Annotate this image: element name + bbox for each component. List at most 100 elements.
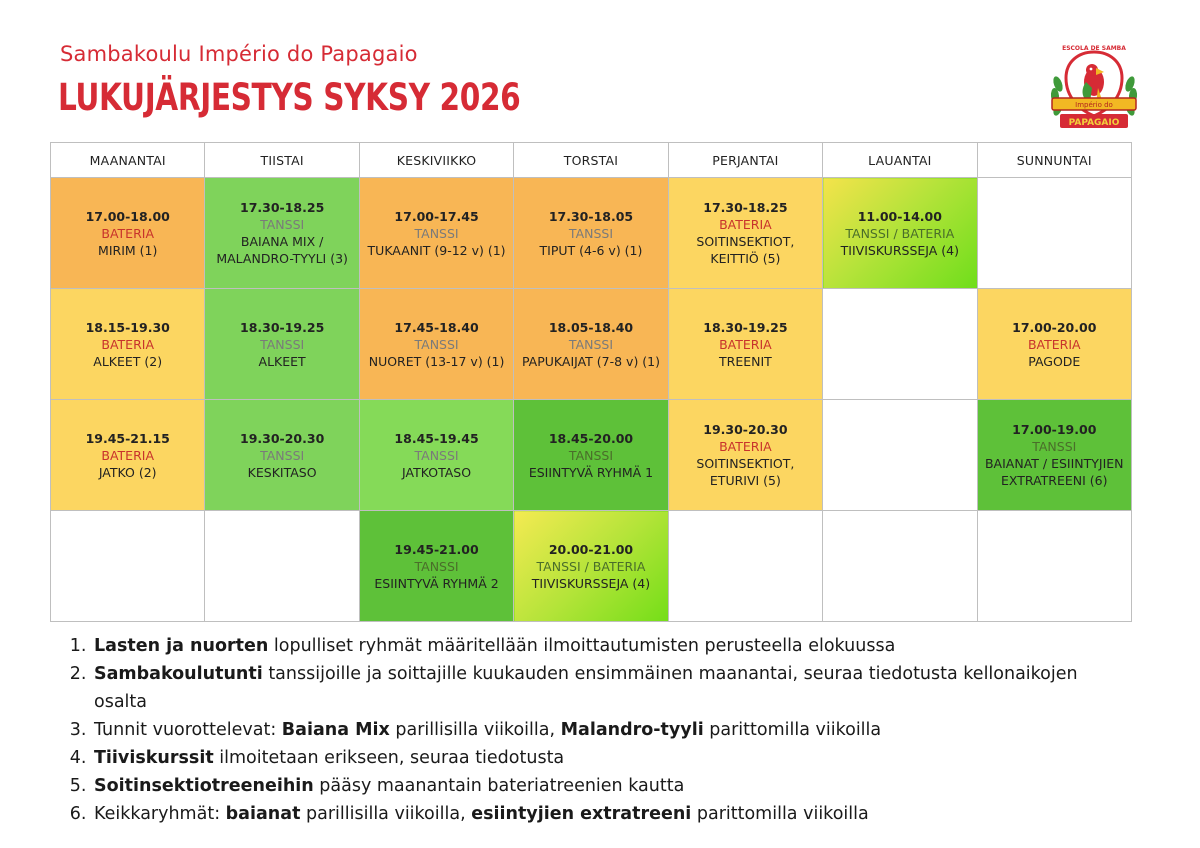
slot-type: BATERIA [101, 225, 155, 241]
note-bold-text: Lasten ja nuorten [94, 636, 269, 656]
slot-type: BATERIA [1027, 336, 1081, 352]
note-item: Sambakoulutunti tanssijoille ja soittaji… [92, 660, 1092, 716]
note-text: parittomilla viikoilla [691, 804, 869, 824]
note-text: parillisilla viikoilla, [300, 804, 472, 824]
slot-description: TIIVISKURSSEJA (4) [840, 242, 959, 258]
slot-type: TANSSI [568, 225, 614, 241]
note-text: ilmoitetaan erikseen, seuraa tiedotusta [213, 748, 565, 768]
class-slot: 19.45-21.00 TANSSI ESIINTYVÄ RYHMÄ 2 [358, 510, 515, 622]
notes-list: Lasten ja nuorten lopulliset ryhmät määr… [52, 632, 1092, 828]
slot-type: TANSSI [414, 225, 459, 241]
timetable-body: 17.00-18.00 BATERIA MIRIM (1) 17.30-18.25 TA… [49, 177, 1133, 622]
class-slot: 17.00-20.00 BATERIA PAGODE [976, 288, 1133, 400]
slot-description: ESIINTYVÄ RYHMÄ 2 [374, 575, 499, 591]
slot-description: JATKOTASO [402, 464, 472, 480]
class-slot: 11.00-14.00 TANSSI / BATERIA TIIVISKURSSEJ… [822, 177, 978, 289]
note-item: Lasten ja nuorten lopulliset ryhmät määr… [92, 632, 1092, 660]
slot-description: BAIANAT / ESIINTYJIEN EXTRATREENI (6) [984, 456, 1124, 488]
note-bold-text: Soitinsektiotreeneihin [94, 776, 314, 796]
day-header-torstai: TORSTAI [513, 142, 669, 178]
slot-time: 17.30-18.25 [240, 200, 325, 215]
note-bold-text: baianat [225, 804, 301, 824]
slot-type: BATERIA [719, 439, 772, 454]
slot-time: 17.00-19.00 [1012, 422, 1097, 437]
parrot-logo-icon: PAPAGAIO Império do ESCOLA DE SAMBA [1050, 45, 1138, 128]
slot-type: TANSSI [1032, 439, 1077, 454]
logo-bottom-text: PAPAGAIO [1069, 118, 1120, 128]
timetable-row: 19.45-21.00 TANSSI ESIINTYVÄ RYHMÄ 2 20.00-… [49, 510, 1133, 622]
note-item: Tunnit vuorottelevat: Baiana Mix parilli… [92, 716, 1092, 744]
class-slot: 18.45-20.00 TANSSI ESIINTYVÄ RYHMÄ 1 [513, 399, 669, 511]
slot-time: 11.00-14.00 [857, 208, 942, 224]
timetable-row: 17.00-18.00 BATERIA MIRIM (1) 17.30-18.25 TA… [49, 177, 1133, 289]
class-slot: 18.45-19.45 TANSSI JATKOTASO [358, 399, 515, 511]
note-bold-text: Tiiviskurssit [94, 748, 214, 768]
logo-banner-text: Império do [1075, 101, 1113, 109]
slot-description: MIRIM (1) [98, 242, 158, 258]
empty-slot [822, 399, 978, 511]
class-slot: 19.30-20.30 BATERIA SOITINSEKTIOT, ETURIVI… [667, 399, 824, 511]
slot-type: BATERIA [719, 217, 772, 232]
class-slot: 19.45-21.15 BATERIA JATKO (2) [49, 399, 206, 511]
empty-slot [822, 510, 978, 622]
slot-description: ALKEET (2) [93, 353, 163, 369]
slot-description: PAPUKAIJAT (7-8 v) (1) [521, 353, 661, 369]
class-slot: 18.05-18.40 TANSSI PAPUKAIJAT (7-8 v) (1) [513, 288, 669, 400]
empty-slot [822, 288, 978, 400]
slot-time: 17.30-18.25 [703, 200, 788, 215]
slot-time: 19.30-20.30 [240, 430, 325, 446]
note-text: tanssijoille ja soittajille kuukauden en… [94, 664, 1078, 712]
class-slot: 19.30-20.30 TANSSI KESKITASO [204, 399, 360, 511]
note-bold-text: Sambakoulutunti [94, 664, 263, 684]
school-name: Sambakoulu Império do Papagaio [60, 42, 418, 66]
slot-description: TIIVISKURSSEJA (4) [531, 575, 651, 591]
slot-time: 17.00-20.00 [1012, 319, 1097, 335]
slot-time: 20.00-21.00 [548, 541, 634, 557]
slot-type: BATERIA [719, 336, 772, 352]
slot-description: NUORET (13-17 v) (1) [368, 353, 505, 369]
day-header-tiistai: TIISTAI [204, 142, 360, 178]
note-text: parittomilla viikoilla [703, 720, 882, 740]
note-text: pääsy maanantain bateriatreenien kautta [313, 776, 685, 796]
slot-time: 17.00-18.00 [85, 208, 170, 224]
day-header-perjantai: PERJANTAI [667, 142, 824, 178]
slot-type: TANSSI [260, 336, 305, 352]
day-header-lauantai: LAUANTAI [822, 142, 978, 178]
slot-description: KESKITASO [247, 464, 317, 480]
slot-type: TANSSI [414, 447, 459, 463]
slot-time: 18.05-18.40 [548, 319, 634, 335]
timetable-row: 18.15-19.30 BATERIA ALKEET (2) 18.30-19.25 T… [49, 288, 1133, 400]
slot-time: 18.30-19.25 [703, 319, 788, 335]
slot-time: 17.00-17.45 [394, 208, 479, 224]
page-title: LUKUJÄRJESTYS SYKSY 2026 [58, 76, 521, 119]
class-slot: 17.00-17.45 TANSSI TUKAANIT (9-12 v) (1) [358, 177, 515, 289]
slot-type: TANSSI [414, 558, 459, 574]
note-bold-text: Baiana Mix [281, 720, 390, 740]
note-text: Tunnit vuorottelevat: [94, 720, 282, 740]
slot-type: TANSSI [260, 447, 305, 463]
class-slot: 17.30-18.25 BATERIA SOITINSEKTIOT, KEITTIÖ… [667, 177, 824, 289]
note-item: Tiiviskurssit ilmoitetaan erikseen, seur… [92, 744, 1092, 772]
slot-type: TANSSI [568, 447, 614, 463]
note-bold-text: Malandro-tyyli [560, 720, 704, 740]
slot-type: TANSSI / BATERIA [536, 558, 646, 574]
note-item: Keikkaryhmät: baianat parillisilla viiko… [92, 800, 1092, 828]
slot-description: TREENIT [719, 353, 772, 369]
note-text: parillisilla viikoilla, [389, 720, 561, 740]
slot-type: TANSSI [414, 336, 459, 352]
day-header-maanantai: MAANANTAI [49, 142, 206, 178]
class-slot: 17.00-19.00 TANSSI BAIANAT / ESIINTYJIEN E… [976, 399, 1133, 511]
note-bold-text: esiintyjien extratreeni [471, 804, 692, 824]
slot-type: TANSSI [568, 336, 614, 352]
school-logo: PAPAGAIO Império do ESCOLA DE SAMBA [1046, 44, 1142, 132]
slot-time: 18.15-19.30 [85, 319, 170, 335]
class-slot: 17.30-18.05 TANSSI TIPUT (4-6 v) (1) [513, 177, 669, 289]
slot-description: PAGODE [1028, 353, 1081, 369]
slot-time: 18.45-19.45 [394, 430, 479, 446]
timetable: MAANANTAI TIISTAI KESKIVIIKKO TORSTAI PERJAN… [49, 142, 1133, 622]
slot-type: TANSSI [260, 217, 305, 232]
note-text: Keikkaryhmät: [94, 804, 226, 824]
slot-description: BAIANA MIX / MALANDRO-TYYLI (3) [216, 234, 348, 266]
class-slot: 18.30-19.25 BATERIA TREENIT [667, 288, 824, 400]
logo-top-text: ESCOLA DE SAMBA [1062, 45, 1126, 52]
